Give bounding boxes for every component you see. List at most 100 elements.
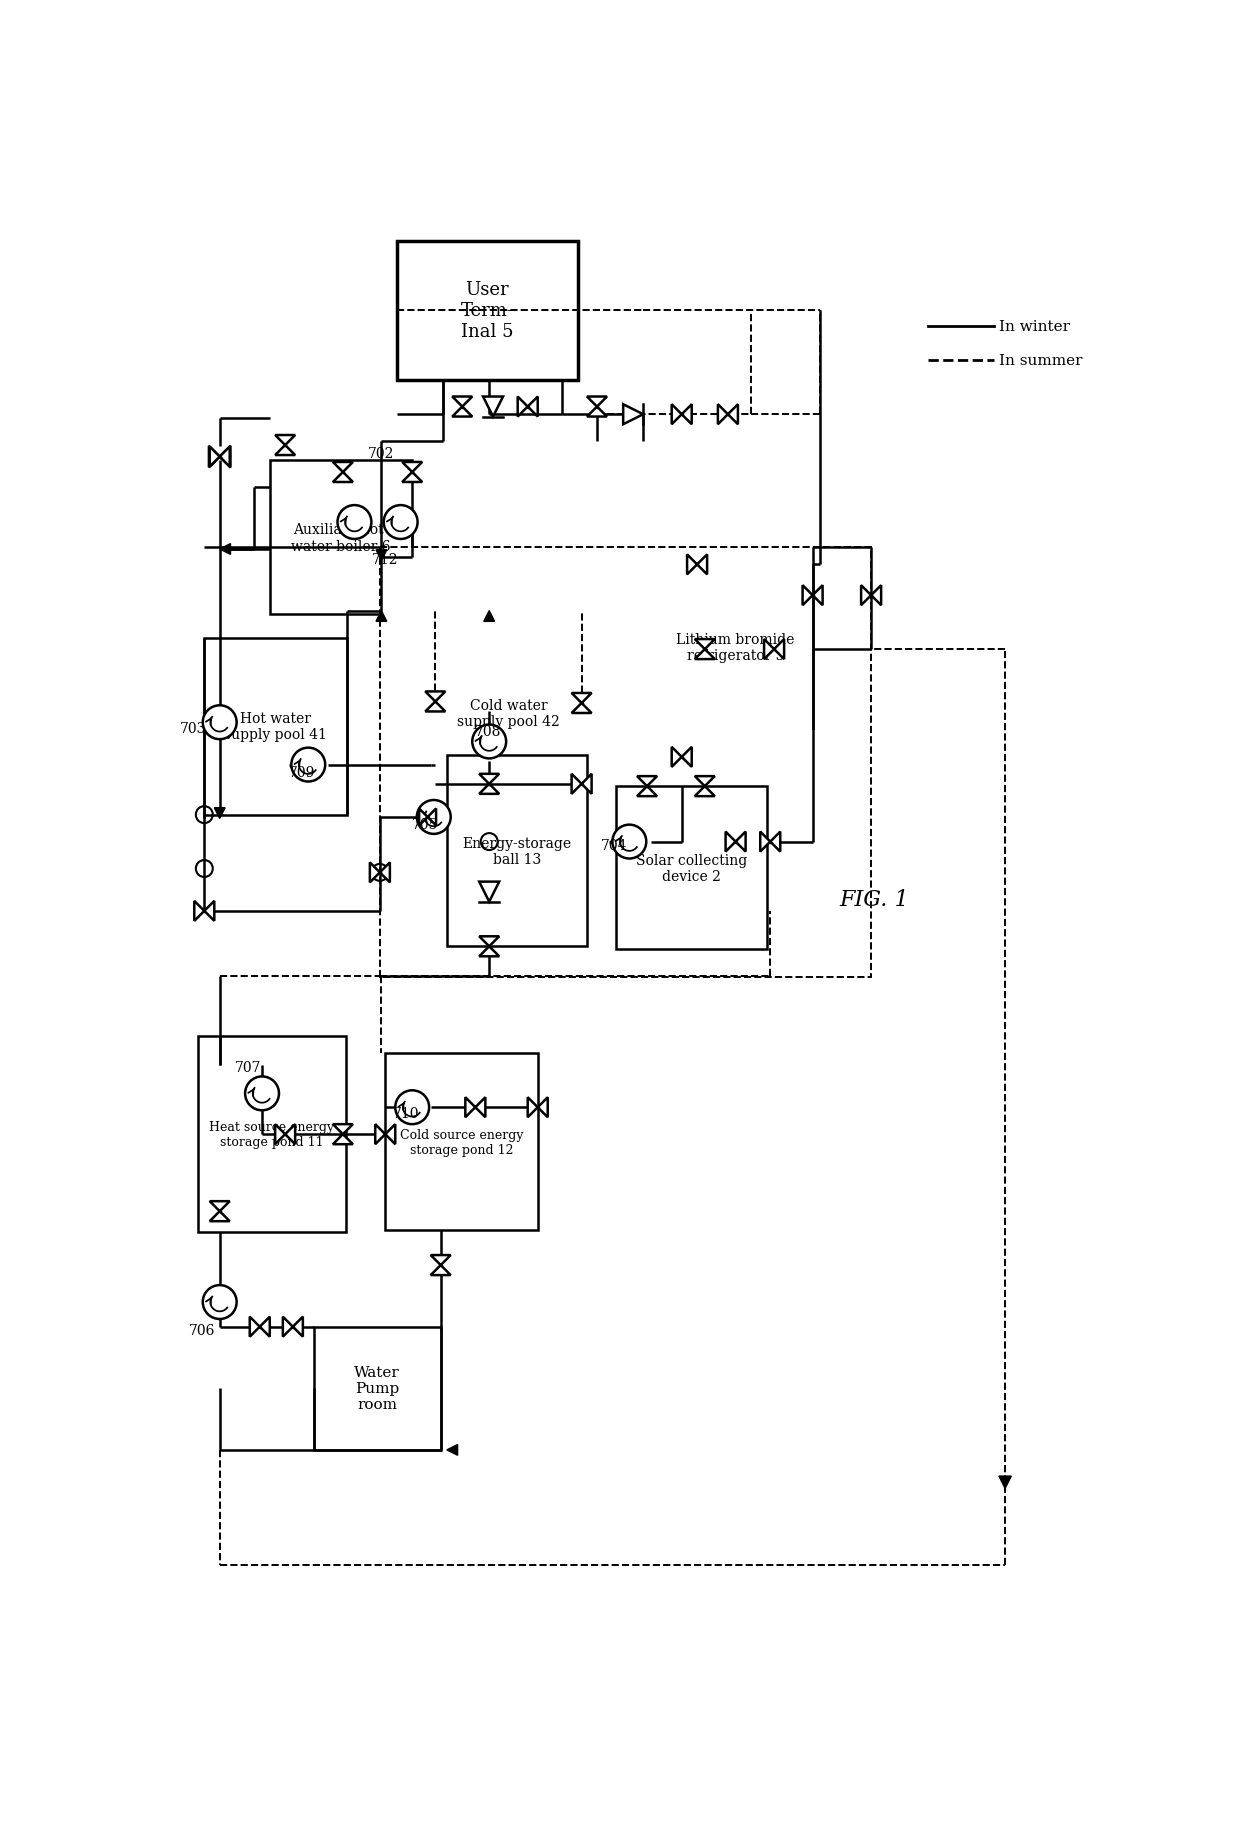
Bar [616, 788, 768, 950]
Polygon shape [210, 1212, 229, 1221]
Circle shape [203, 1285, 237, 1320]
Polygon shape [275, 447, 295, 456]
Polygon shape [528, 397, 538, 417]
Polygon shape [861, 585, 872, 605]
Polygon shape [475, 1097, 485, 1117]
Text: Cold water
supply pool 42: Cold water supply pool 42 [458, 698, 559, 729]
Polygon shape [208, 447, 219, 469]
Text: 703: 703 [180, 722, 206, 736]
Polygon shape [430, 1265, 450, 1276]
Bar [379, 549, 872, 977]
Polygon shape [249, 1316, 259, 1336]
Polygon shape [528, 1097, 538, 1117]
Polygon shape [672, 747, 682, 767]
Polygon shape [219, 545, 231, 554]
Polygon shape [802, 585, 812, 605]
Polygon shape [219, 447, 229, 467]
Polygon shape [275, 1125, 285, 1145]
Text: Auxiliary hot-
water boiler 6: Auxiliary hot- water boiler 6 [291, 523, 391, 552]
Bar [435, 611, 582, 815]
Circle shape [396, 1090, 429, 1125]
Polygon shape [760, 831, 770, 851]
Bar [397, 242, 578, 381]
Text: 710: 710 [393, 1107, 419, 1121]
Polygon shape [517, 397, 528, 417]
Polygon shape [484, 397, 503, 417]
Text: 705: 705 [412, 817, 439, 831]
Circle shape [203, 706, 237, 740]
Text: 712: 712 [372, 552, 399, 567]
Polygon shape [872, 585, 882, 605]
Polygon shape [582, 775, 591, 795]
Bar [198, 1035, 346, 1232]
Polygon shape [453, 407, 472, 417]
Polygon shape [205, 901, 215, 921]
Polygon shape [682, 405, 692, 425]
Polygon shape [764, 640, 774, 660]
Bar [314, 1327, 440, 1449]
Polygon shape [572, 775, 582, 795]
Polygon shape [430, 1256, 450, 1265]
Polygon shape [219, 447, 231, 469]
Polygon shape [376, 551, 387, 561]
Bar [386, 1054, 538, 1231]
Text: Energy-storage
ball 13: Energy-storage ball 13 [463, 837, 572, 866]
Polygon shape [672, 405, 682, 425]
Text: 704: 704 [601, 839, 627, 853]
Polygon shape [332, 1125, 353, 1134]
Polygon shape [812, 585, 822, 605]
Text: 708: 708 [475, 726, 502, 738]
Polygon shape [999, 1477, 1012, 1489]
Polygon shape [694, 640, 714, 649]
Polygon shape [425, 693, 445, 702]
Polygon shape [210, 1201, 229, 1212]
Polygon shape [332, 472, 353, 483]
Bar [446, 757, 587, 946]
Polygon shape [285, 1125, 295, 1145]
Polygon shape [379, 862, 389, 882]
Polygon shape [572, 693, 591, 704]
Text: Solar collecting
device 2: Solar collecting device 2 [636, 853, 748, 884]
Polygon shape [419, 809, 428, 826]
Polygon shape [479, 775, 500, 784]
Polygon shape [718, 405, 728, 425]
Text: Cold source energy
storage pond 12: Cold source energy storage pond 12 [399, 1128, 523, 1156]
Polygon shape [425, 702, 445, 713]
Bar [205, 638, 347, 815]
Polygon shape [332, 463, 353, 472]
Polygon shape [195, 901, 205, 921]
Polygon shape [694, 788, 714, 797]
Text: In winter: In winter [999, 319, 1070, 334]
Polygon shape [728, 405, 738, 425]
Polygon shape [637, 777, 657, 788]
Circle shape [291, 747, 325, 782]
Polygon shape [572, 704, 591, 713]
Polygon shape [293, 1316, 303, 1336]
Text: 707: 707 [236, 1061, 262, 1074]
Polygon shape [637, 788, 657, 797]
Polygon shape [697, 554, 707, 574]
Polygon shape [694, 777, 714, 788]
Text: 702: 702 [367, 447, 394, 461]
Text: Heat source energy
storage pond 11: Heat source energy storage pond 11 [210, 1119, 335, 1148]
Polygon shape [446, 1444, 458, 1455]
Text: FIG. 1: FIG. 1 [839, 890, 909, 912]
Polygon shape [386, 1125, 396, 1145]
Polygon shape [479, 937, 500, 946]
Polygon shape [774, 640, 784, 660]
Polygon shape [624, 405, 644, 425]
Circle shape [337, 505, 372, 540]
Polygon shape [682, 747, 692, 767]
Polygon shape [770, 831, 780, 851]
Polygon shape [479, 784, 500, 795]
Polygon shape [332, 1134, 353, 1145]
Polygon shape [587, 397, 608, 407]
Polygon shape [402, 472, 422, 483]
Text: 709: 709 [289, 766, 315, 780]
Circle shape [246, 1077, 279, 1110]
Polygon shape [479, 882, 500, 902]
Circle shape [472, 726, 506, 758]
Circle shape [613, 826, 646, 859]
Text: Hot water
supply pool 41: Hot water supply pool 41 [224, 711, 327, 742]
Bar [270, 461, 412, 614]
